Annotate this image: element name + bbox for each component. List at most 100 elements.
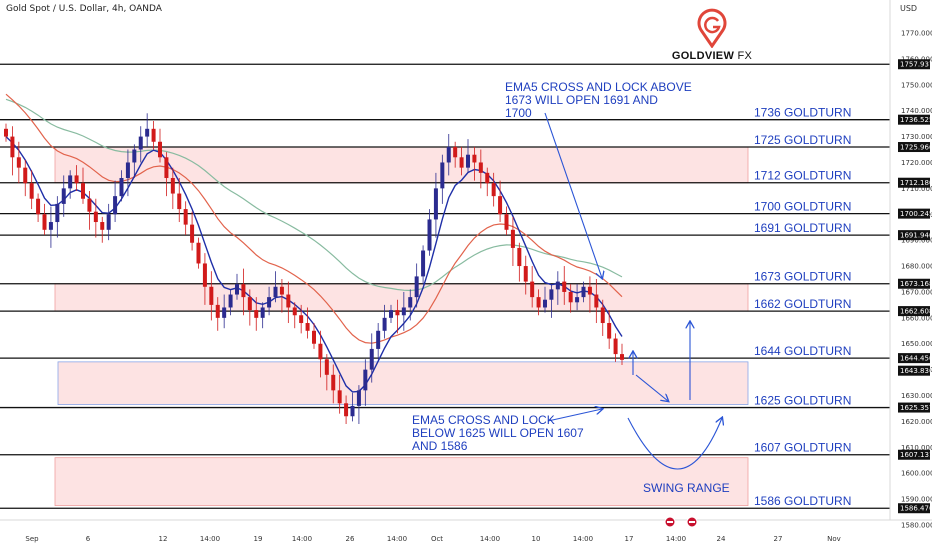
brand-name: GOLDVIEW FX [671, 50, 753, 62]
level-label-3: 1712 GOLDTURN [754, 169, 851, 183]
date-tick-label: 14:00 [200, 535, 220, 543]
candle [292, 302, 297, 329]
candle [273, 271, 278, 303]
arrow-down-right [635, 374, 668, 401]
level-label-1: 1736 GOLDTURN [754, 106, 851, 120]
swing-range-note: SWING RANGE [643, 481, 730, 495]
price-tag-7: 1662.608 [898, 306, 932, 317]
candles-layer [4, 113, 624, 425]
price-tag-5: 1691.940 [898, 230, 932, 241]
candle [286, 281, 291, 324]
candle [337, 374, 342, 414]
price-tag-4: 1700.245 [898, 208, 932, 219]
candle [324, 354, 329, 391]
svg-text:1712.180: 1712.180 [900, 179, 932, 187]
candle [55, 196, 60, 238]
price-tick-label: 1690.000 [901, 237, 932, 245]
candle [279, 279, 284, 313]
level-label-4: 1700 GOLDTURN [754, 200, 851, 214]
candle [4, 123, 8, 142]
price-tick-label: 1600.000 [901, 470, 932, 478]
level-label-10: 1607 GOLDTURN [754, 441, 851, 455]
candle [376, 323, 381, 360]
svg-text:1725.966: 1725.966 [900, 144, 932, 152]
candle [478, 149, 483, 189]
candle [414, 263, 419, 308]
price-tick-label: 1740.000 [901, 107, 932, 115]
candle [267, 286, 272, 316]
candle [61, 175, 66, 217]
candle [125, 149, 130, 197]
candle [472, 146, 477, 181]
date-tick-label: Oct [431, 535, 443, 543]
candle [427, 209, 432, 256]
candle [517, 242, 522, 282]
candle [151, 121, 156, 150]
candle [549, 284, 554, 318]
date-tick-label: 12 [159, 535, 168, 543]
candle [344, 395, 349, 425]
candle [421, 245, 426, 285]
candle [247, 289, 252, 326]
arrow-to-1625 [547, 409, 602, 422]
date-tick-label: 10 [532, 535, 541, 543]
candle [607, 310, 612, 349]
candle [164, 152, 169, 197]
candle [202, 253, 207, 305]
price-axis[interactable]: 1580.000 1590.000 1600.000 1610.000 1620.000… [901, 30, 932, 530]
candle [600, 299, 605, 336]
date-tick-label: 14:00 [387, 535, 407, 543]
candle [36, 193, 41, 223]
candle [504, 206, 509, 235]
price-tick-label: 1670.000 [901, 288, 932, 296]
price-tick-label: 1710.000 [901, 185, 932, 193]
svg-text:1673.168: 1673.168 [900, 280, 932, 288]
price-tag-11: 1586.476 [898, 503, 932, 514]
ema-down-note: EMA5 CROSS AND LOCK BELOW 1625 WILL OPEN… [412, 413, 584, 453]
level-label-6: 1673 GOLDTURN [754, 270, 851, 284]
candle [132, 144, 137, 179]
us-flag-event-icon[interactable] [664, 516, 676, 528]
price-tag-1: 1736.525 [898, 114, 932, 125]
price-tag-6: 1673.168 [898, 278, 932, 289]
candle [113, 180, 118, 223]
candle [363, 359, 368, 406]
candle [382, 304, 387, 339]
date-tick-label: 14:00 [480, 535, 500, 543]
price-tick-label: 1730.000 [901, 133, 932, 141]
date-tick-label: 14:00 [573, 535, 593, 543]
price-tick-label: 1580.000 [901, 522, 932, 530]
time-axis[interactable]: Sep 6 12 14:00 19 14:00 26 14:00 Oct 14:00 10 14:00… [25, 516, 841, 543]
candle [440, 154, 445, 204]
current-price-tag: 1643.836 [898, 365, 932, 376]
svg-text:1586.476: 1586.476 [900, 505, 932, 513]
candle [215, 297, 220, 331]
us-flag-event-icon[interactable] [686, 516, 698, 528]
candle [395, 299, 400, 334]
price-tags: 1757.937 1736.525 1725.966 1712.180 1700.245… [898, 59, 932, 514]
candle [568, 284, 573, 313]
goldview-g-icon [697, 8, 727, 48]
zone-1 [54, 283, 749, 312]
candle [350, 392, 355, 422]
candle [68, 170, 73, 199]
candle [620, 343, 624, 365]
candle [401, 291, 406, 331]
levels-layer: 1736 GOLDTURN 1725 GOLDTURN 1712 GOLDTURN 1… [0, 63, 890, 509]
candle [74, 165, 79, 191]
level-label-5: 1691 GOLDTURN [754, 221, 851, 235]
date-tick-label: 14:00 [292, 535, 312, 543]
candle [305, 307, 310, 339]
candle [10, 126, 15, 176]
candle [523, 255, 528, 295]
svg-text:1691.940: 1691.940 [900, 232, 932, 240]
level-label-9: 1625 GOLDTURN [754, 394, 851, 408]
candle [106, 203, 111, 241]
candle [389, 304, 393, 324]
candle [459, 146, 464, 176]
candle [331, 364, 336, 404]
price-tag-2: 1725.966 [898, 142, 932, 153]
candle [485, 167, 490, 197]
svg-text:1736.525: 1736.525 [900, 116, 932, 124]
